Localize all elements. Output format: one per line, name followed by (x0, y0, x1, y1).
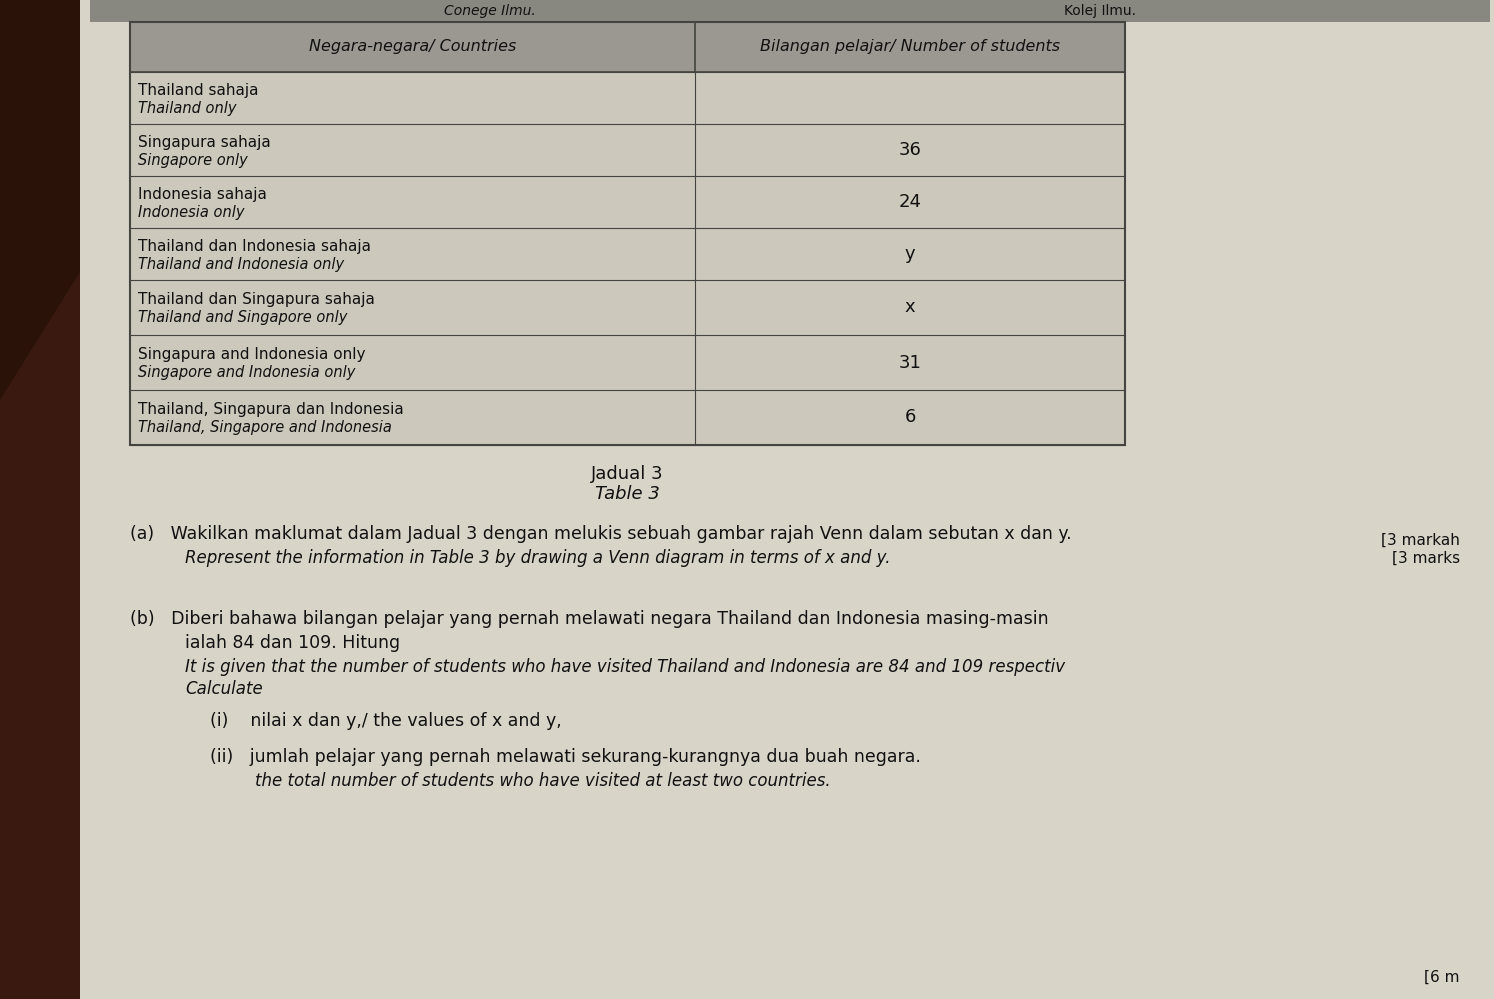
Text: Thailand dan Indonesia sahaja: Thailand dan Indonesia sahaja (137, 239, 371, 254)
Bar (130, 72, 1125, 124)
Text: Conege Ilmu.: Conege Ilmu. (444, 4, 536, 18)
Text: Thailand and Indonesia only: Thailand and Indonesia only (137, 257, 344, 272)
Text: the total number of students who have visited at least two countries.: the total number of students who have vi… (255, 772, 831, 790)
Text: [6 m: [6 m (1424, 970, 1460, 985)
Text: 31: 31 (898, 354, 922, 372)
Bar (130, 335, 1125, 390)
Bar (130, 22, 1125, 445)
Text: (b)   Diberi bahawa bilangan pelajar yang pernah melawati negara Thailand dan In: (b) Diberi bahawa bilangan pelajar yang … (130, 610, 1049, 628)
Text: Bilangan pelajar/ Number of students: Bilangan pelajar/ Number of students (760, 40, 1061, 55)
Text: Indonesia sahaja: Indonesia sahaja (137, 187, 267, 202)
Text: Table 3: Table 3 (595, 485, 660, 503)
Bar (130, 280, 1125, 335)
Text: Negara-negara/ Countries: Negara-negara/ Countries (309, 40, 517, 55)
Text: Thailand, Singapore and Indonesia: Thailand, Singapore and Indonesia (137, 420, 391, 435)
Polygon shape (0, 0, 249, 400)
Text: 24: 24 (898, 193, 922, 211)
Text: Thailand, Singapura dan Indonesia: Thailand, Singapura dan Indonesia (137, 402, 403, 417)
Text: ialah 84 dan 109. Hitung: ialah 84 dan 109. Hitung (185, 634, 400, 652)
Text: Jadual 3: Jadual 3 (592, 465, 663, 483)
Text: x: x (905, 299, 916, 317)
Text: [3 marks: [3 marks (1392, 551, 1460, 566)
Text: (a)   Wakilkan maklumat dalam Jadual 3 dengan melukis sebuah gambar rajah Venn d: (a) Wakilkan maklumat dalam Jadual 3 den… (130, 525, 1071, 543)
Text: Singapura and Indonesia only: Singapura and Indonesia only (137, 347, 366, 362)
Bar (130, 124, 1125, 176)
Text: Singapore and Indonesia only: Singapore and Indonesia only (137, 365, 356, 380)
Bar (90, 0, 1490, 22)
Bar (130, 390, 1125, 445)
Text: Singapore only: Singapore only (137, 153, 248, 168)
Bar (130, 228, 1125, 280)
Bar (130, 22, 1125, 72)
Bar (0, 0, 249, 999)
Text: 36: 36 (898, 141, 922, 159)
Text: (ii)   jumlah pelajar yang pernah melawati sekurang-kurangnya dua buah negara.: (ii) jumlah pelajar yang pernah melawati… (211, 748, 920, 766)
Text: (i)    nilai x dan y,/ the values of x and y,: (i) nilai x dan y,/ the values of x and … (211, 712, 562, 730)
Text: Represent the information in Table 3 by drawing a Venn diagram in terms of x and: Represent the information in Table 3 by … (185, 549, 890, 567)
Text: Thailand dan Singapura sahaja: Thailand dan Singapura sahaja (137, 292, 375, 307)
Text: Thailand sahaja: Thailand sahaja (137, 83, 258, 98)
FancyBboxPatch shape (88, 3, 1482, 995)
Text: Kolej Ilmu.: Kolej Ilmu. (1064, 4, 1135, 18)
Text: Thailand only: Thailand only (137, 101, 236, 116)
Text: 6: 6 (904, 409, 916, 427)
Text: [3 markah: [3 markah (1380, 533, 1460, 548)
Bar (130, 176, 1125, 228)
Text: Thailand and Singapore only: Thailand and Singapore only (137, 310, 348, 325)
Text: y: y (905, 245, 916, 263)
Text: Indonesia only: Indonesia only (137, 205, 245, 220)
Text: It is given that the number of students who have visited Thailand and Indonesia : It is given that the number of students … (185, 658, 1065, 676)
Text: Calculate: Calculate (185, 680, 263, 698)
Text: Singapura sahaja: Singapura sahaja (137, 135, 270, 150)
